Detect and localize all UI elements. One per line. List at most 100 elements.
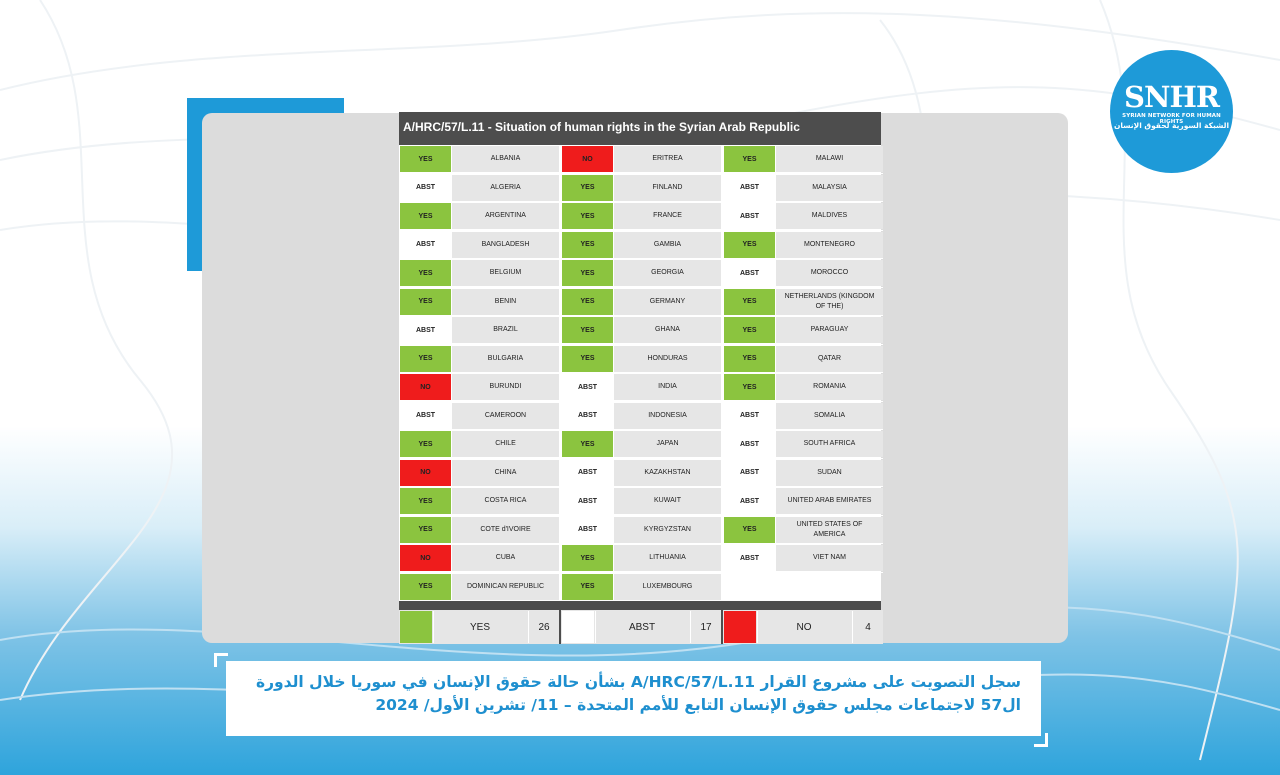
vote-cell: ABST [724,402,775,429]
vote-row: YES GHANA [561,316,721,345]
summary-yes-count: 26 [528,611,559,643]
vote-cell: YES [562,174,613,201]
vote-row: YES DOMINICAN REPUBLIC [399,573,559,601]
vote-cell: ABST [400,317,451,343]
vote-row: ABST ALGERIA [399,174,559,202]
country-cell: ALBANIA [452,146,559,172]
country-cell: MALAWI [776,146,883,172]
country-cell: COSTA RICA [452,488,559,514]
sheet-title: A/HRC/57/L.11 - Situation of human right… [403,120,800,134]
country-cell: BULGARIA [452,345,559,372]
vote-row: YES COSTA RICA [399,487,559,516]
vote-cell: YES [724,288,775,315]
summary-abst: ABST 17 [561,610,721,644]
country-cell: COTE d'IVOIRE [452,516,559,543]
caption-line-2: ال57 لاجتماعات مجلس حقوق الإنسان التابع … [375,696,1021,714]
country-cell: FRANCE [614,203,721,229]
country-cell: SOUTH AFRICA [776,431,883,457]
country-cell: GEORGIA [614,260,721,286]
country-cell: CUBA [452,545,559,571]
vote-cell: YES [400,573,451,600]
summary-abst-label: ABST [596,611,688,643]
vote-row: YES MALAWI [723,145,883,174]
vote-cell: ABST [562,488,613,514]
country-cell: UNITED ARAB EMIRATES [776,488,883,514]
country-cell: KYRGYZSTAN [614,516,721,543]
country-cell: ROMANIA [776,374,883,400]
vote-row: ABST CAMEROON [399,402,559,430]
country-cell: SOMALIA [776,402,883,429]
vote-cell: YES [724,231,775,258]
vote-cell: NO [400,459,451,486]
country-cell: ERITREA [614,146,721,172]
vote-row: ABST KUWAIT [561,487,721,516]
vote-row: YES FRANCE [561,202,721,231]
vote-cell: YES [400,260,451,286]
country-cell: DOMINICAN REPUBLIC [452,573,559,600]
vote-cell: ABST [724,203,775,229]
vote-row: ABST KAZAKHSTAN [561,459,721,487]
vote-row: YES LITHUANIA [561,544,721,573]
summary-no-label: NO [758,611,850,643]
vote-cell: ABST [562,374,613,400]
vote-sheet: A/HRC/57/L.11 - Situation of human right… [399,112,883,644]
caption-box: سجل التصويت على مشروع القرار A/HRC/57/L.… [226,661,1041,736]
logo-mark: SNHR [1124,80,1220,114]
summary-no-count: 4 [852,611,883,643]
vote-cell: ABST [562,402,613,429]
vote-cell: YES [724,345,775,372]
vote-cell: YES [724,516,775,543]
vote-cell: YES [724,374,775,400]
vote-cell: ABST [724,431,775,457]
country-cell: GAMBIA [614,231,721,258]
vote-cell: YES [400,488,451,514]
country-cell: QATAR [776,345,883,372]
vote-cell: YES [562,203,613,229]
country-cell: INDONESIA [614,402,721,429]
vote-cell: YES [562,317,613,343]
vote-row: ABST INDIA [561,373,721,402]
country-cell: SUDAN [776,459,883,486]
summary-abst-swatch [562,611,594,643]
summary-abst-count: 17 [690,611,721,643]
country-cell: VIET NAM [776,545,883,571]
vote-row: ABST MALAYSIA [723,174,883,202]
vote-cell: ABST [724,260,775,286]
vote-cell: YES [562,431,613,457]
country-cell: BRAZIL [452,317,559,343]
vote-cell: ABST [724,459,775,486]
caption-line-1: سجل التصويت على مشروع القرار A/HRC/57/L.… [255,673,1021,691]
vote-row: YES CHILE [399,430,559,459]
vote-row: ABST SOMALIA [723,402,883,430]
vote-row: YES MONTENEGRO [723,231,883,259]
vote-cell: YES [562,260,613,286]
vote-row: YES BELGIUM [399,259,559,288]
vote-cell: YES [400,516,451,543]
vote-row: YES GERMANY [561,288,721,316]
country-cell: FINLAND [614,174,721,201]
country-cell: JAPAN [614,431,721,457]
vote-row: YES ROMANIA [723,373,883,402]
vote-row: ABST BRAZIL [399,316,559,345]
country-cell: HONDURAS [614,345,721,372]
country-cell: INDIA [614,374,721,400]
country-cell: ALGERIA [452,174,559,201]
vote-cell: ABST [400,402,451,429]
country-cell: CHILE [452,431,559,457]
vote-summary: YES 26 ABST 17 NO 4 [399,610,883,644]
vote-row: ABST SOUTH AFRICA [723,430,883,459]
vote-cell: YES [724,317,775,343]
country-cell: MALAYSIA [776,174,883,201]
vote-cell: YES [562,345,613,372]
country-cell: NETHERLANDS (KINGDOM OF THE) [776,288,883,315]
country-cell: UNITED STATES OF AMERICA [776,516,883,543]
country-cell: GHANA [614,317,721,343]
vote-cell: ABST [400,231,451,258]
summary-no-swatch [724,611,756,643]
vote-row: YES FINLAND [561,174,721,202]
vote-cell: YES [562,231,613,258]
vote-cell: YES [562,545,613,571]
vote-row: NO CUBA [399,544,559,573]
logo-tagline-en: SYRIAN NETWORK FOR HUMAN RIGHTS [1122,113,1221,125]
vote-cell: YES [400,203,451,229]
